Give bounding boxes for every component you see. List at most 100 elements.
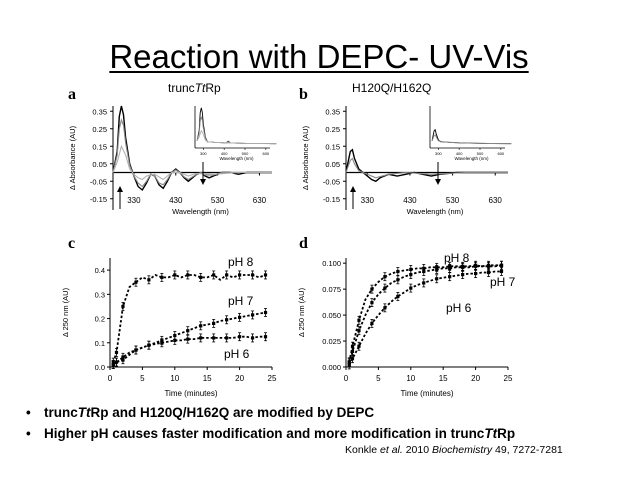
panel-b-title: H120Q/H162Q: [352, 81, 432, 95]
spectrum-trace-early: [112, 144, 272, 181]
data-point-pH-8: [238, 273, 242, 277]
spectrum-trace-mid: [345, 157, 508, 179]
data-point-pH-8: [212, 273, 216, 277]
series-label-pH-7: pH 7: [490, 275, 516, 289]
chart-panel-b: 0.35 0.25 0.15 0.05 -0.05 -0.15 330 430 530 630 Wa…: [301, 106, 512, 216]
y-tick-label: 0.4: [95, 266, 105, 275]
data-point-pH-6: [486, 270, 491, 275]
inset-x-tick-label: 400: [456, 151, 463, 156]
y-tick-label: 0.35: [325, 107, 340, 116]
data-point-pH-6: [238, 335, 242, 339]
panel-letter-b: b: [299, 86, 308, 103]
data-point-pH-6: [396, 294, 400, 299]
data-point-pH-7: [409, 273, 413, 277]
data-point-pH-7: [422, 269, 426, 274]
data-point-pH-6: [114, 360, 119, 364]
y-tick-label: 0.3: [95, 290, 105, 299]
data-point-pH-7: [370, 301, 374, 305]
inset-x-tick-label: 500: [242, 151, 249, 156]
data-point-pH-7: [474, 264, 478, 268]
data-point-pH-8: [225, 273, 229, 277]
y-tick-label: 0.15: [325, 142, 340, 151]
panel-a-title-pre: trunc: [168, 81, 195, 95]
x-tick-label: 630: [489, 196, 503, 205]
bullet-text-italic: Tt: [77, 405, 91, 420]
inset-x-tick-label: 500: [477, 151, 484, 156]
data-point-pH-7: [383, 286, 387, 290]
data-point-pH-7: [350, 349, 355, 354]
up-arrow-head-icon: [350, 186, 356, 192]
x-tick-label: 330: [361, 196, 375, 205]
data-point-pH-8: [383, 275, 387, 279]
bullet-text-part: trunc: [44, 405, 78, 420]
data-point-pH-6: [147, 343, 151, 347]
data-point-pH-8: [263, 273, 268, 277]
y-tick-label: -0.05: [90, 177, 107, 186]
spectrum-trace-late: [345, 148, 508, 183]
x-tick-label: 20: [235, 374, 244, 383]
panel-a-title: truncTtRp: [168, 81, 221, 95]
data-point-pH-6: [448, 275, 452, 279]
series-label-pH-6: pH 6: [446, 301, 472, 315]
data-point-pH-8: [121, 304, 125, 309]
y-axis-label: Δ 250 nm (AU): [297, 287, 306, 337]
y-tick-label: -0.05: [323, 177, 340, 186]
y-tick-label: 0.25: [92, 125, 107, 134]
data-point-pH-6: [474, 271, 478, 276]
citation: Konkle et al. 2010 Biochemistry 49, 7272…: [345, 444, 563, 456]
panel-a-title-italic: Tt: [194, 81, 206, 95]
y-tick-label: 0.2: [95, 315, 105, 324]
data-point-pH-6: [173, 338, 177, 342]
data-point-pH-6: [357, 344, 361, 348]
data-point-pH-8: [160, 275, 164, 279]
y-tick-label: 0.05: [92, 160, 107, 169]
x-tick-label: 5: [376, 374, 381, 383]
x-axis-label: Time (minutes): [400, 389, 453, 398]
x-tick-label: 25: [268, 374, 277, 383]
x-tick-label: 25: [504, 374, 513, 383]
x-tick-label: 15: [439, 374, 448, 383]
up-arrow-head-icon: [117, 186, 123, 192]
y-tick-label: 0.15: [92, 142, 107, 151]
bullet-text-part: Rp: [497, 426, 516, 441]
panel-letter-c: c: [68, 235, 76, 252]
y-tick-label: 0.100: [322, 259, 341, 268]
chart-panel-c: 0.0 0.1 0.2 0.3 0.4 0 5 10 15 20 25 Time (minutes) Δ…: [61, 255, 277, 398]
data-point-pH-7: [212, 321, 216, 325]
inset-trace-early: [196, 129, 277, 145]
data-point-pH-6: [499, 269, 504, 274]
inset-x-tick-label: 300: [200, 151, 207, 156]
y-axis-label: Δ Absorbance (AU): [301, 125, 310, 190]
y-tick-label: 0.025: [322, 337, 341, 346]
data-point-pH-8: [173, 273, 177, 277]
data-point-pH-6: [461, 273, 465, 277]
inset-trace-mid: [196, 115, 277, 145]
x-tick-label: 530: [211, 196, 225, 205]
data-point-pH-6: [383, 306, 387, 310]
panel-letter-a: a: [68, 86, 76, 103]
y-tick-label: -0.15: [323, 195, 340, 204]
x-tick-label: 630: [253, 196, 267, 205]
data-point-pH-7: [199, 324, 203, 328]
x-tick-label: 330: [127, 196, 141, 205]
data-point-pH-7: [250, 313, 255, 317]
series-label-pH-8: pH 8: [444, 251, 470, 265]
inset-x-axis-label: Wavelength (nm): [454, 156, 489, 161]
down-arrow-head-icon: [435, 179, 441, 185]
data-point-pH-6: [350, 357, 355, 361]
bullet-text-part: Higher pH causes faster modification and…: [44, 426, 485, 441]
data-point-pH-7: [396, 278, 400, 282]
data-point-pH-6: [134, 348, 138, 352]
data-point-pH-8: [396, 269, 400, 274]
x-tick-label: 530: [446, 196, 460, 205]
y-tick-label: 0.1: [95, 339, 105, 348]
citation-authors: Konkle: [345, 444, 381, 456]
data-point-pH-7: [225, 318, 229, 322]
data-point-pH-6: [347, 363, 351, 367]
bullet-dot-icon: •: [26, 405, 31, 420]
data-point-pH-6: [160, 341, 164, 345]
data-point-pH-6: [121, 355, 125, 359]
panel-letter-d: d: [299, 235, 308, 252]
bullet-dot-icon: •: [26, 426, 31, 441]
data-point-pH-7: [461, 265, 465, 269]
